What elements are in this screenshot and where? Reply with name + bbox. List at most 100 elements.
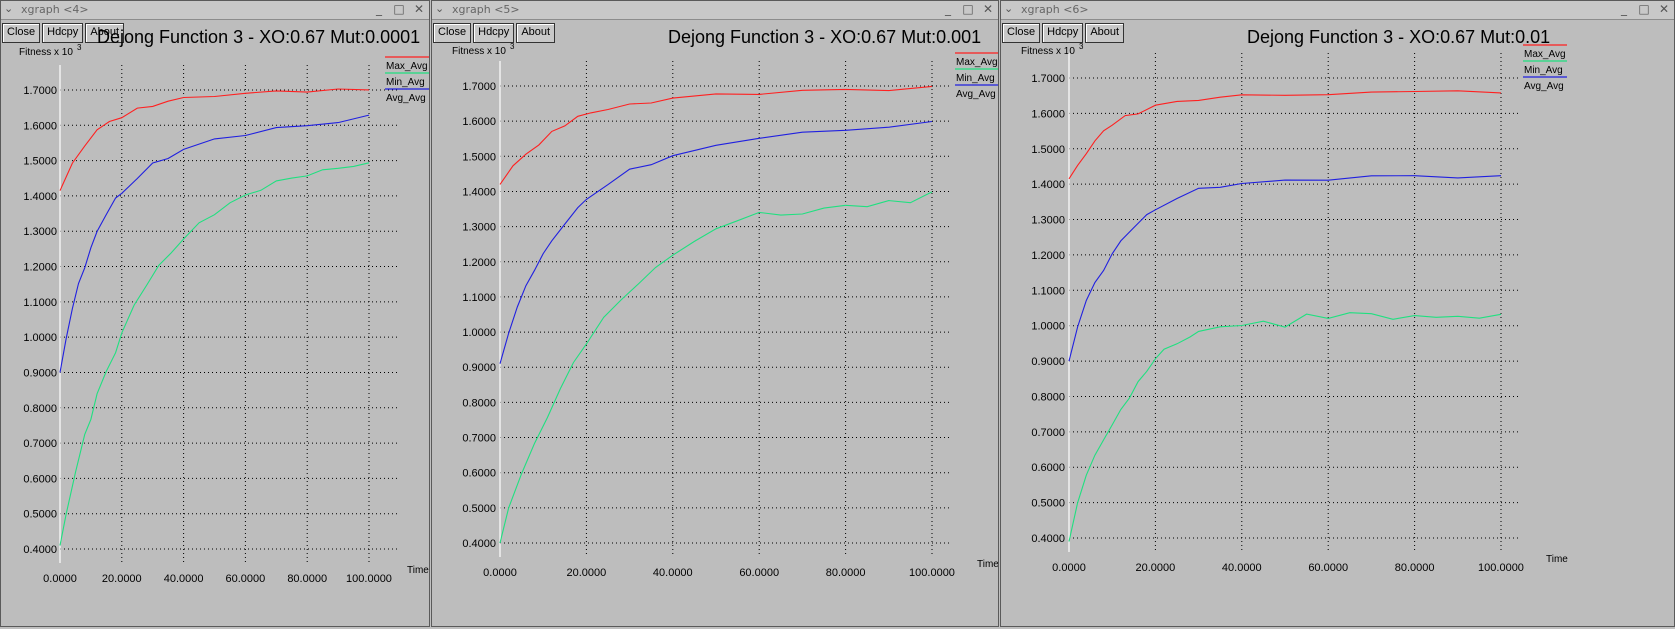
window-title: xgraph <5> <box>452 3 520 16</box>
series-line-max-avg <box>59 88 370 191</box>
series-line-avg-avg <box>59 114 370 373</box>
y-tick-label: 1.3000 <box>1031 215 1065 227</box>
minimize-icon[interactable]: _ <box>376 2 382 16</box>
maximize-icon[interactable]: □ <box>393 2 405 16</box>
window-menu-icon[interactable]: ⌄ <box>4 2 14 15</box>
legend-label: Avg_Avg <box>386 93 426 104</box>
close-button[interactable]: Close <box>1002 23 1041 43</box>
y-tick-label: 0.7000 <box>462 433 496 445</box>
maximize-icon[interactable]: □ <box>962 2 974 16</box>
x-tick-label: 60.0000 <box>226 573 266 585</box>
y-tick-label: 1.5000 <box>462 151 496 163</box>
x-tick-label: 0.0000 <box>1052 562 1086 574</box>
y-axis-label-exponent: 3 <box>1079 42 1084 51</box>
y-tick-label: 0.6000 <box>462 468 496 480</box>
close-icon[interactable]: ✕ <box>1658 2 1670 16</box>
y-tick-label: 0.5000 <box>462 503 496 515</box>
y-tick-label: 1.2000 <box>1031 250 1065 262</box>
xgraph-window-5[interactable]: ⌄ xgraph <5> _ □ ✕ Close Hdcpy About Dej… <box>431 0 999 627</box>
hdcpy-button[interactable]: Hdcpy <box>1042 23 1084 43</box>
y-tick-label: 0.8000 <box>462 397 496 409</box>
y-tick-label: 1.1000 <box>1031 285 1065 297</box>
y-tick-label: 1.0000 <box>23 332 57 344</box>
close-icon[interactable]: ✕ <box>982 2 994 16</box>
x-tick-label: 0.0000 <box>483 567 517 579</box>
xgraph-window-6[interactable]: ⌄ xgraph <6> _ □ ✕ Close Hdcpy About Dej… <box>1000 0 1675 627</box>
y-tick-label: 0.8000 <box>1031 391 1065 403</box>
y-tick-label: 1.6000 <box>462 116 496 128</box>
y-tick-label: 0.5000 <box>23 509 57 521</box>
x-tick-label: 20.0000 <box>102 573 142 585</box>
x-axis-label: Time <box>407 565 429 576</box>
y-tick-label: 0.4000 <box>23 544 57 556</box>
window-menu-icon[interactable]: ⌄ <box>435 2 445 15</box>
y-tick-label: 0.7000 <box>23 438 57 450</box>
x-tick-label: 40.0000 <box>164 573 204 585</box>
y-tick-label: 0.9000 <box>1031 356 1065 368</box>
y-tick-label: 1.4000 <box>1031 179 1065 191</box>
series-line-max-avg <box>1068 90 1502 180</box>
y-tick-label: 0.9000 <box>462 362 496 374</box>
x-tick-label: 80.0000 <box>287 573 327 585</box>
x-tick-label: 60.0000 <box>739 567 779 579</box>
legend-label: Min_Avg <box>956 73 995 84</box>
x-tick-label: 40.0000 <box>1222 562 1262 574</box>
about-button[interactable]: About <box>516 23 556 43</box>
y-axis-label: Fitness x 10 <box>452 46 506 57</box>
y-tick-label: 1.7000 <box>1031 73 1065 85</box>
chart-plot: Fitness x 10 3 0.4000 0.5000 0.6000 0.7000 0.8… <box>452 42 999 579</box>
window-titlebar[interactable]: ⌄ xgraph <4> _ □ ✕ <box>1 1 429 20</box>
y-tick-label: 1.0000 <box>462 327 496 339</box>
legend-label: Avg_Avg <box>1524 81 1564 92</box>
close-icon[interactable]: ✕ <box>413 2 425 16</box>
hdcpy-button[interactable]: Hdcpy <box>42 23 84 43</box>
legend-label: Max_Avg <box>956 57 998 68</box>
legend-label: Max_Avg <box>1524 49 1566 60</box>
chart-title: Dejong Function 3 - XO:0.67 Mut:0.01 <box>1247 27 1551 47</box>
y-axis-label: Fitness x 10 <box>1021 46 1075 57</box>
x-tick-label: 100.0000 <box>346 573 392 585</box>
about-button[interactable]: About <box>85 23 125 43</box>
y-tick-label: 1.4000 <box>462 186 496 198</box>
y-tick-label: 1.6000 <box>23 120 57 132</box>
series-line-avg-avg <box>1068 175 1502 362</box>
series-line-min-avg <box>499 191 933 544</box>
x-axis-label: Time <box>977 559 999 570</box>
x-tick-label: 40.0000 <box>653 567 693 579</box>
xgraph-window-4[interactable]: ⌄ xgraph <4> _ □ ✕ Close Hdcpy About Dej… <box>0 0 430 627</box>
close-button[interactable]: Close <box>433 23 472 43</box>
y-tick-label: 1.1000 <box>462 292 496 304</box>
chart-plot: Fitness x 10 3 0.4000 0.5000 0.6000 0.7000 0.8… <box>19 43 429 585</box>
close-button[interactable]: Close <box>2 23 41 43</box>
y-tick-label: 0.6000 <box>23 473 57 485</box>
x-tick-label: 20.0000 <box>567 567 607 579</box>
y-tick-label: 1.4000 <box>23 191 57 203</box>
y-tick-label: 1.1000 <box>23 297 57 309</box>
maximize-icon[interactable]: □ <box>1638 2 1650 16</box>
y-tick-label: 1.7000 <box>23 85 57 97</box>
minimize-icon[interactable]: _ <box>1621 2 1627 16</box>
window-menu-icon[interactable]: ⌄ <box>1004 2 1014 15</box>
window-title: xgraph <4> <box>21 3 89 16</box>
y-tick-label: 0.7000 <box>1031 427 1065 439</box>
window-titlebar[interactable]: ⌄ xgraph <5> _ □ ✕ <box>432 1 998 20</box>
window-titlebar[interactable]: ⌄ xgraph <6> _ □ ✕ <box>1001 1 1674 20</box>
series-line-min-avg <box>59 162 370 546</box>
about-button[interactable]: About <box>1085 23 1125 43</box>
y-tick-label: 1.5000 <box>23 156 57 168</box>
chart-title: Dejong Function 3 - XO:0.67 Mut:0.0001 <box>97 27 421 47</box>
y-axis-label: Fitness x 10 <box>19 47 73 58</box>
y-tick-label: 1.3000 <box>462 222 496 234</box>
minimize-icon[interactable]: _ <box>945 2 951 16</box>
y-tick-label: 1.3000 <box>23 226 57 238</box>
series-line-avg-avg <box>499 120 933 364</box>
x-tick-label: 60.0000 <box>1308 562 1348 574</box>
x-tick-label: 20.0000 <box>1136 562 1176 574</box>
series-line-max-avg <box>499 85 933 185</box>
x-tick-label: 100.0000 <box>1478 562 1524 574</box>
y-tick-label: 1.2000 <box>462 257 496 269</box>
hdcpy-button[interactable]: Hdcpy <box>473 23 515 43</box>
chart-plot: Fitness x 10 3 0.4000 0.5000 0.6000 0.7000 0.8… <box>1021 42 1568 574</box>
y-axis-label-exponent: 3 <box>77 43 82 52</box>
y-tick-label: 1.7000 <box>462 81 496 93</box>
